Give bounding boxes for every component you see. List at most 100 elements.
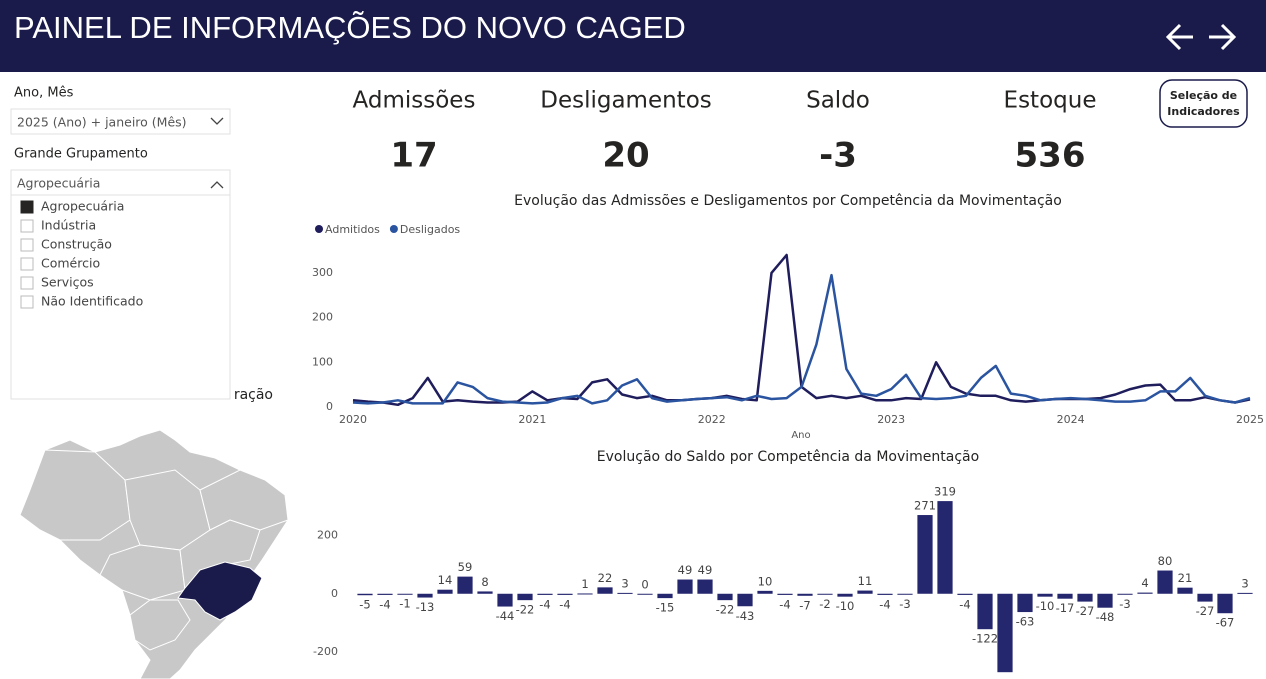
bar[interactable] bbox=[477, 591, 493, 594]
bar[interactable] bbox=[937, 501, 953, 594]
bar[interactable] bbox=[1097, 593, 1113, 608]
nav-back[interactable] bbox=[1165, 23, 1193, 51]
data-label: -4 bbox=[879, 597, 890, 611]
button-wrap[interactable]: Seleção de Indicadores bbox=[1160, 80, 1247, 127]
checkbox[interactable] bbox=[20, 276, 34, 290]
data-label: -10 bbox=[1036, 599, 1055, 613]
bar[interactable] bbox=[1117, 593, 1133, 595]
dropdown-caret[interactable] bbox=[210, 181, 224, 189]
x-tick-label: 2022 bbox=[698, 413, 726, 426]
nav-forward[interactable] bbox=[1209, 23, 1237, 51]
y-tick-label: 300 bbox=[312, 266, 333, 279]
bar[interactable] bbox=[897, 593, 913, 595]
chart-title: Evolução do Saldo por Competência da Mov… bbox=[597, 449, 979, 465]
arrow-right[interactable] bbox=[1209, 23, 1237, 51]
checkbox[interactable] bbox=[20, 200, 34, 214]
bar[interactable] bbox=[857, 590, 873, 594]
bar[interactable] bbox=[1197, 593, 1213, 602]
bar[interactable] bbox=[657, 593, 673, 599]
data-label: 59 bbox=[458, 560, 473, 574]
bar[interactable] bbox=[1237, 592, 1253, 594]
bar[interactable] bbox=[757, 590, 773, 594]
option-list: Agropecuária Indústria Construção Comércio S… bbox=[20, 199, 143, 309]
bar[interactable] bbox=[717, 593, 733, 601]
bar[interactable] bbox=[397, 593, 413, 595]
brazil-map bbox=[19, 429, 289, 679]
option-label[interactable]: Serviços bbox=[41, 275, 94, 290]
data-label: -10 bbox=[836, 599, 855, 613]
bar[interactable] bbox=[677, 579, 693, 594]
bar[interactable] bbox=[377, 593, 393, 595]
y-tick-label: 0 bbox=[331, 587, 338, 600]
y-tick-label: 0 bbox=[326, 400, 333, 413]
dropdown-value[interactable]: Agropecuária bbox=[17, 176, 100, 191]
arrow-left[interactable] bbox=[1165, 23, 1193, 51]
data-label: 319 bbox=[934, 485, 956, 499]
dropdown[interactable] bbox=[10, 108, 231, 135]
option-label[interactable]: Construção bbox=[41, 237, 112, 252]
bar[interactable] bbox=[697, 579, 713, 594]
bar[interactable] bbox=[557, 593, 573, 595]
bar[interactable] bbox=[1057, 593, 1073, 599]
legend-swatch[interactable] bbox=[315, 225, 323, 233]
bar[interactable] bbox=[497, 593, 513, 607]
bar[interactable] bbox=[597, 587, 613, 594]
bar[interactable] bbox=[437, 589, 453, 594]
legend-label[interactable]: Desligados bbox=[400, 223, 461, 236]
bar[interactable] bbox=[817, 593, 833, 595]
state-region[interactable] bbox=[19, 449, 131, 541]
indicator-button[interactable] bbox=[1159, 79, 1248, 128]
option-label[interactable]: Indústria bbox=[41, 218, 96, 233]
checkbox[interactable] bbox=[20, 219, 34, 233]
dropdown-value[interactable]: 2025 (Ano) + janeiro (Mês) bbox=[17, 115, 187, 130]
bar[interactable] bbox=[357, 593, 373, 596]
legend-swatch[interactable] bbox=[389, 225, 398, 233]
bar[interactable] bbox=[1217, 593, 1233, 614]
bar[interactable] bbox=[977, 593, 993, 630]
bar[interactable] bbox=[417, 593, 433, 598]
bar[interactable] bbox=[877, 593, 893, 595]
button-label[interactable]: Seleção de Indicadores bbox=[1167, 88, 1240, 118]
bar[interactable] bbox=[997, 593, 1013, 673]
checkbox[interactable] bbox=[20, 257, 34, 271]
bar[interactable] bbox=[1137, 592, 1153, 594]
checkbox[interactable] bbox=[20, 295, 34, 309]
bar[interactable] bbox=[737, 593, 753, 607]
bar[interactable] bbox=[577, 593, 593, 595]
bar[interactable] bbox=[617, 592, 633, 594]
bar[interactable] bbox=[797, 593, 813, 596]
checkbox[interactable] bbox=[20, 238, 34, 252]
data-label: 3 bbox=[621, 576, 628, 590]
data-label: -4 bbox=[379, 597, 390, 611]
bar[interactable] bbox=[537, 593, 553, 595]
dropdown-caret[interactable] bbox=[210, 117, 224, 125]
option-label[interactable]: Não Identificado bbox=[41, 294, 143, 309]
bar[interactable] bbox=[1177, 587, 1193, 594]
x-tick-label: 2024 bbox=[1057, 413, 1085, 426]
bar[interactable] bbox=[957, 593, 973, 595]
kpi-label: Admissões bbox=[353, 88, 476, 114]
data-label: -1 bbox=[399, 597, 410, 611]
bar[interactable] bbox=[917, 515, 933, 594]
bar[interactable] bbox=[1017, 593, 1033, 613]
bar[interactable] bbox=[1037, 593, 1053, 597]
data-label: -4 bbox=[559, 597, 570, 611]
state-region[interactable] bbox=[129, 599, 191, 651]
x-tick-label: 2020 bbox=[339, 413, 367, 426]
option-label[interactable]: Agropecuária bbox=[41, 199, 124, 214]
y-tick-label: -200 bbox=[313, 645, 338, 658]
bar[interactable] bbox=[1157, 570, 1173, 594]
header-title: PAINEL DE INFORMAÇÕES DO NOVO CAGED bbox=[14, 10, 686, 45]
legend-label[interactable]: Admitidos bbox=[325, 223, 380, 236]
kpi-value: 17 bbox=[390, 136, 437, 176]
bar[interactable] bbox=[637, 593, 653, 595]
state-highlighted[interactable] bbox=[177, 561, 263, 621]
bar[interactable] bbox=[457, 576, 473, 594]
bar[interactable] bbox=[837, 593, 853, 597]
bar[interactable] bbox=[1077, 593, 1093, 602]
option-label[interactable]: Comércio bbox=[41, 256, 100, 271]
kpi-value: 20 bbox=[602, 136, 649, 176]
series-line bbox=[352, 273, 1251, 405]
bar[interactable] bbox=[517, 593, 533, 601]
bar[interactable] bbox=[777, 593, 793, 595]
